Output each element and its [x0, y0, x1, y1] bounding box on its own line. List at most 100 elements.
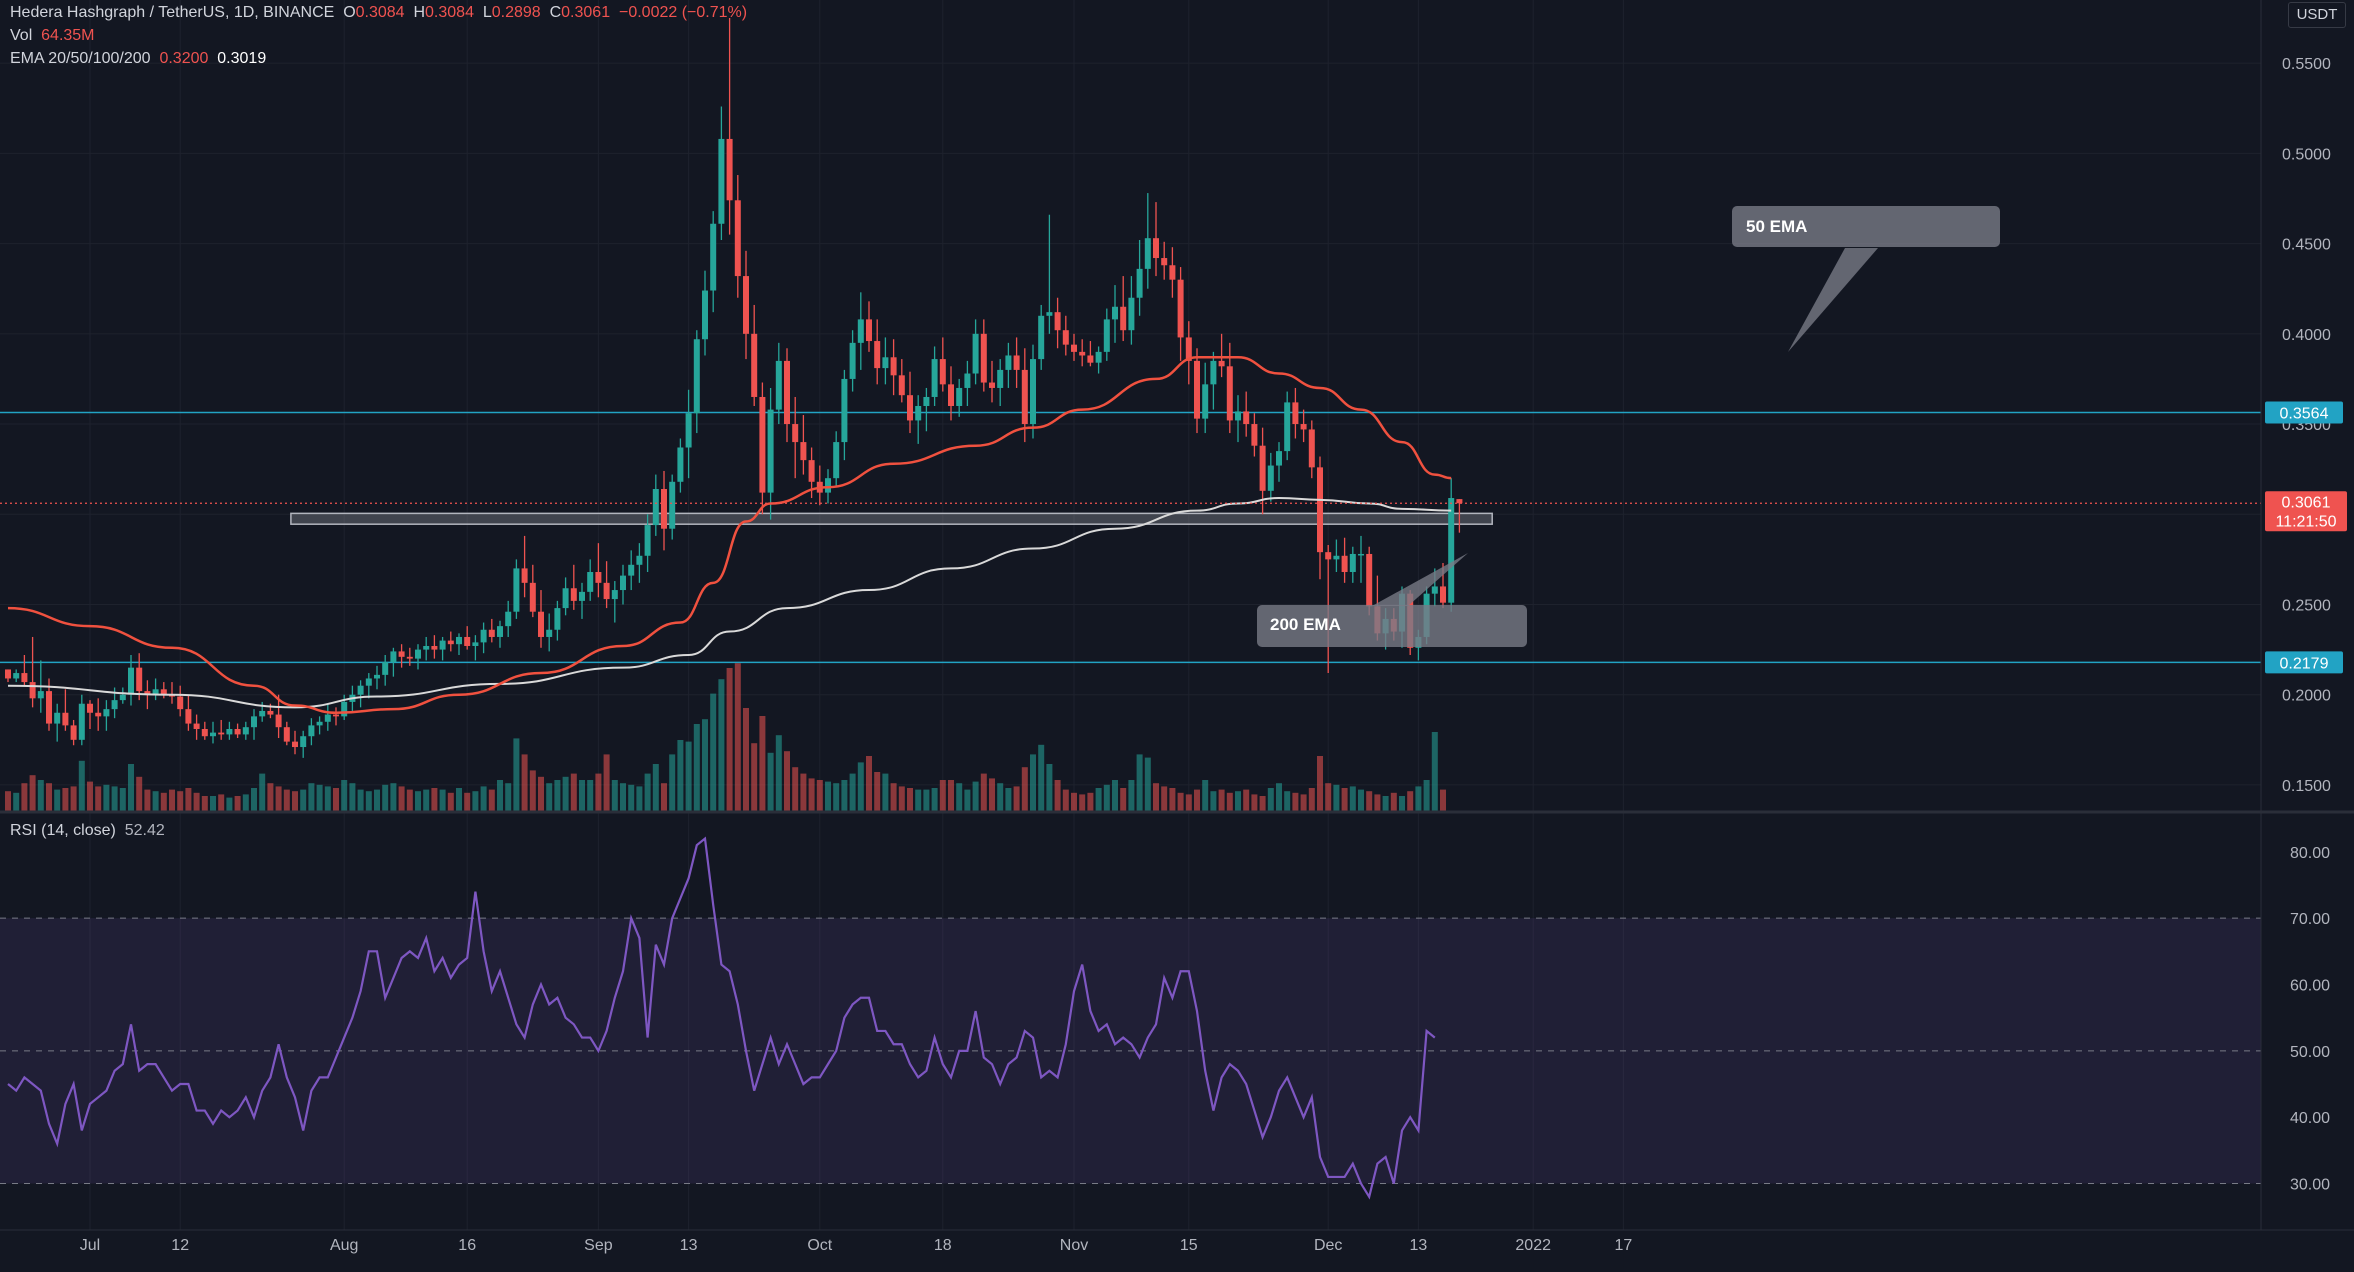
candle	[1366, 546, 1373, 616]
support-zone	[290, 512, 1493, 525]
candle-body	[1185, 337, 1192, 361]
volume-bar	[685, 741, 692, 812]
annotation-50-ema-box	[1732, 206, 2000, 247]
volume-bar	[1415, 786, 1422, 812]
annotation-200-ema-box	[1257, 605, 1527, 647]
volume-bar	[521, 754, 528, 812]
candle	[849, 330, 856, 392]
candle-body	[980, 333, 987, 383]
symbol-legend[interactable]: Hedera Hashgraph / TetherUS, 1D, BINANCE…	[10, 4, 747, 22]
volume-bar	[816, 780, 823, 812]
volume-bar	[554, 780, 561, 812]
volume-bar	[1194, 789, 1200, 812]
volume-bar	[374, 789, 380, 812]
candle-body	[833, 442, 840, 479]
volume-bar	[1358, 789, 1364, 812]
candle-body	[374, 674, 380, 679]
candle-body	[341, 701, 348, 717]
candle-body	[275, 714, 282, 728]
candlesticks[interactable]	[5, 18, 1463, 758]
rsi-line	[7, 836, 1436, 1200]
volume-bar	[1161, 786, 1168, 812]
current-price-label: 0.3061 11:21:50	[2265, 491, 2347, 532]
ema-legend[interactable]: EMA 20/50/100/200 0.3200 0.3019	[10, 50, 266, 68]
time-axis-label: 18	[934, 1237, 952, 1254]
candle-body	[136, 667, 143, 692]
candle	[1153, 202, 1159, 277]
volume-bar	[439, 789, 446, 812]
time-axis-label: 16	[458, 1237, 476, 1254]
candle-body	[1144, 238, 1151, 269]
annotation-50-ema-text: 50 EMA	[1746, 217, 1807, 236]
close-value: 0.3061	[561, 4, 611, 21]
candle	[915, 395, 922, 444]
volume-bar	[997, 783, 1004, 812]
candle	[1235, 395, 1241, 443]
candle-body	[1038, 315, 1045, 360]
candle-body	[1161, 258, 1168, 266]
horizontal-levels[interactable]	[0, 411, 2261, 664]
volume-legend[interactable]: Vol 64.35M	[10, 27, 95, 45]
volume-bar	[54, 789, 61, 812]
candle	[324, 703, 331, 731]
candle	[1251, 413, 1258, 457]
candle-body	[538, 611, 544, 637]
volume-bar	[989, 778, 995, 812]
candle	[890, 339, 897, 396]
rsi-legend[interactable]: RSI (14, close) 52.42	[10, 822, 165, 840]
candle-body	[1448, 498, 1455, 603]
annotation-200-ema[interactable]: 200 EMA	[1257, 553, 1527, 647]
candle-body	[923, 396, 930, 406]
ema-200-line	[7, 497, 1452, 709]
candle-body	[505, 611, 512, 627]
candle-body	[882, 357, 889, 369]
candle	[833, 431, 840, 488]
candle	[1177, 267, 1184, 361]
time-axis-panel[interactable]	[0, 1230, 2354, 1272]
candle-body	[997, 369, 1004, 388]
volume-bar	[538, 776, 544, 812]
candle-body	[710, 223, 717, 291]
time-axis-label: Oct	[807, 1237, 832, 1254]
volume-bar	[1103, 784, 1110, 812]
currency-button[interactable]: USDT	[2288, 2, 2346, 28]
candle	[989, 360, 995, 403]
volume-bar	[1202, 780, 1209, 812]
candle	[1276, 442, 1282, 482]
volume-bar	[1333, 784, 1340, 812]
price-axis-panel[interactable]	[2261, 0, 2354, 1230]
candle-body	[915, 406, 922, 421]
candle-body	[661, 489, 667, 529]
candle-body	[333, 714, 339, 717]
volume-bar	[857, 762, 864, 812]
candle	[456, 633, 462, 656]
volume-bar	[1210, 791, 1217, 812]
candle	[201, 721, 208, 740]
candle	[316, 716, 323, 735]
candle	[29, 636, 36, 708]
candle-body	[201, 728, 208, 737]
candle	[398, 644, 405, 668]
volume-bar	[398, 786, 405, 812]
candle	[1169, 247, 1176, 298]
candle	[70, 719, 77, 746]
candle-body	[324, 714, 331, 722]
candle-body	[898, 375, 905, 396]
candle	[1128, 276, 1135, 345]
ema-value-2: 0.3019	[217, 50, 267, 67]
candle-body	[128, 667, 134, 695]
candle	[587, 559, 594, 601]
candle-body	[1128, 297, 1135, 331]
volume-bar	[1177, 792, 1184, 812]
volume-bar	[1144, 757, 1151, 812]
annotation-50-ema[interactable]: 50 EMA	[1732, 206, 2000, 352]
candle	[1021, 348, 1028, 443]
candle	[242, 721, 249, 740]
volume-bar	[890, 783, 897, 812]
candle-body	[456, 636, 462, 645]
candle	[308, 718, 315, 746]
open-value: 0.3084	[355, 4, 405, 21]
volume-bar	[29, 775, 36, 812]
candle	[103, 700, 110, 731]
